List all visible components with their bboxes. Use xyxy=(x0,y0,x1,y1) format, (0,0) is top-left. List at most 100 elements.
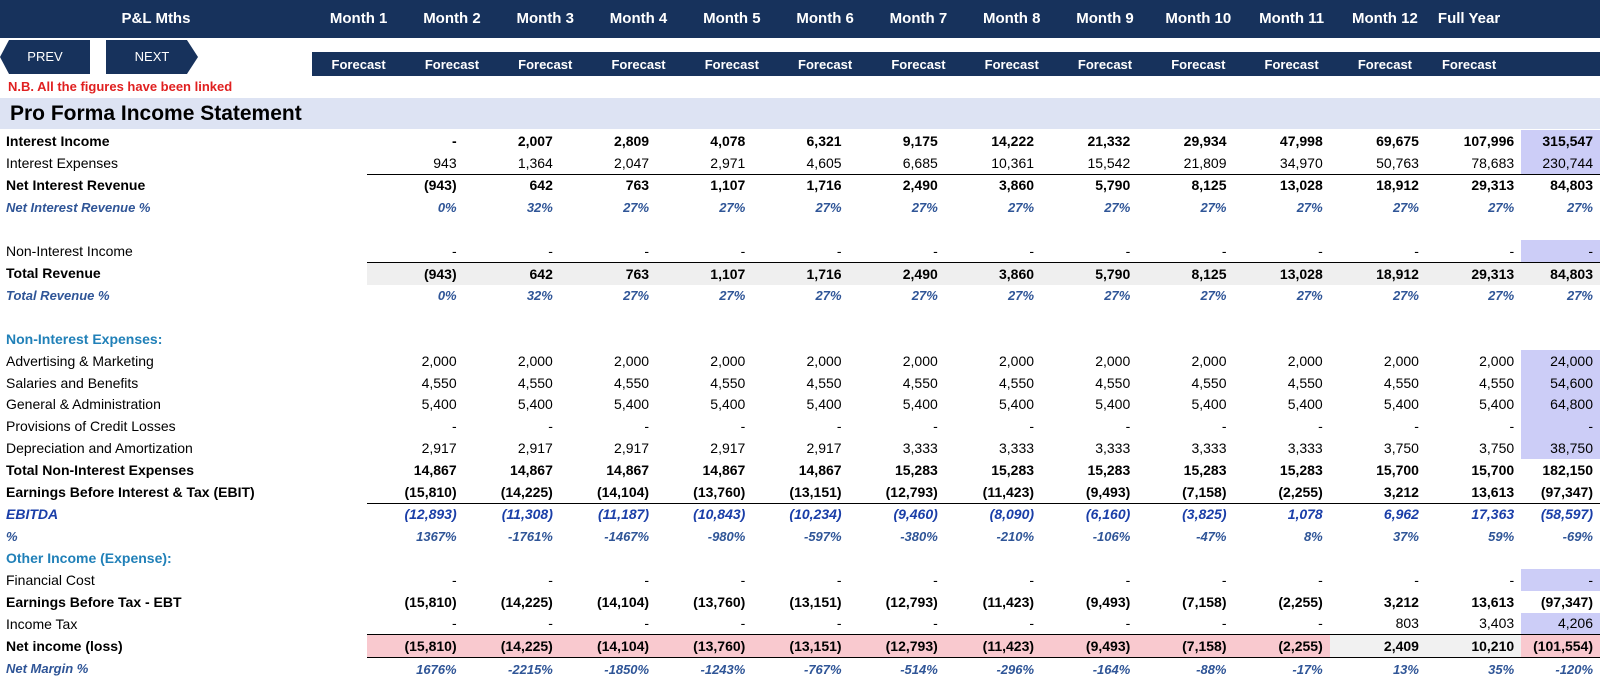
month-cell[interactable] xyxy=(464,547,560,569)
month-cell[interactable]: -380% xyxy=(900,528,938,544)
month-cell[interactable]: (13,760) xyxy=(693,593,746,610)
month-cell[interactable]: 3,750 xyxy=(1479,440,1515,457)
month-cell[interactable]: 943 xyxy=(433,154,457,171)
month-cell[interactable]: 17,363 xyxy=(1425,502,1522,526)
month-cell[interactable]: 27% xyxy=(623,199,650,215)
month-cell[interactable]: 1,716 xyxy=(752,261,849,285)
month-cell[interactable]: 13,028 xyxy=(1233,261,1330,285)
month-cell[interactable]: 15,283 xyxy=(1183,461,1227,478)
full-year-cell[interactable]: 54,600 xyxy=(1521,371,1600,394)
month-cell[interactable]: (13,151) xyxy=(789,593,842,610)
month-cell[interactable] xyxy=(367,328,463,350)
month-cell[interactable]: 50,763 xyxy=(1376,154,1419,171)
full-year-cell[interactable]: 230,744 xyxy=(1521,151,1600,175)
month-cell[interactable]: 8% xyxy=(1303,528,1323,544)
month-cell[interactable] xyxy=(1330,328,1426,350)
month-cell[interactable] xyxy=(656,218,752,240)
month-cell[interactable]: 2,917 xyxy=(806,440,842,457)
full-year-cell[interactable] xyxy=(1521,218,1600,240)
month-cell[interactable]: 27% xyxy=(1296,199,1323,215)
month-cell[interactable]: (12,893) xyxy=(367,502,464,526)
month-cell[interactable]: 4,550 xyxy=(1287,374,1323,391)
month-cell[interactable]: 78,683 xyxy=(1471,154,1515,171)
month-cell[interactable]: 2,917 xyxy=(710,440,746,457)
month-cell[interactable]: 13,613 xyxy=(1471,483,1515,500)
month-cell[interactable]: -1467% xyxy=(604,528,650,544)
full-year-cell[interactable]: 4,206 xyxy=(1521,612,1600,635)
month-cell[interactable]: (10,234) xyxy=(752,502,849,526)
month-cell[interactable]: -164% xyxy=(1092,661,1131,677)
month-cell[interactable]: - xyxy=(1318,242,1323,259)
month-cell[interactable]: 0% xyxy=(437,287,457,303)
month-cell[interactable]: 14,867 xyxy=(606,461,650,478)
month-cell[interactable]: 21,332 xyxy=(1087,132,1131,149)
month-cell[interactable]: (2,255) xyxy=(1233,634,1330,659)
full-year-cell[interactable]: (97,347) xyxy=(1540,593,1593,610)
month-cell[interactable]: 2,000 xyxy=(421,352,457,369)
month-cell[interactable]: - xyxy=(1125,242,1131,259)
month-cell[interactable]: 14,867 xyxy=(798,461,842,478)
month-cell[interactable]: - xyxy=(644,571,650,588)
month-cell[interactable]: (2,255) xyxy=(1278,483,1323,500)
full-year-cell[interactable]: 84,803 xyxy=(1521,261,1600,285)
month-cell[interactable]: - xyxy=(1318,615,1323,632)
month-cell[interactable]: -980% xyxy=(707,528,746,544)
month-cell[interactable]: 3,212 xyxy=(1383,483,1419,500)
month-cell[interactable]: 2,490 xyxy=(848,261,945,285)
month-cell[interactable] xyxy=(849,306,945,328)
month-cell[interactable]: 1367% xyxy=(416,528,457,544)
month-cell[interactable]: 763 xyxy=(559,173,657,197)
month-cell[interactable] xyxy=(1234,547,1330,569)
month-cell[interactable]: 27% xyxy=(1392,287,1419,303)
next-button[interactable]: NEXT xyxy=(106,40,198,74)
month-cell[interactable]: 29,934 xyxy=(1183,132,1227,149)
month-cell[interactable]: (15,810) xyxy=(404,593,457,610)
month-cell[interactable]: 4,605 xyxy=(806,154,842,171)
month-cell[interactable]: 27% xyxy=(911,199,938,215)
month-cell[interactable]: - xyxy=(548,242,553,259)
month-cell[interactable]: 803 xyxy=(1395,615,1419,632)
month-cell[interactable]: 27% xyxy=(1392,199,1419,215)
month-cell[interactable]: - xyxy=(451,132,457,149)
month-cell[interactable]: 2,409 xyxy=(1329,634,1426,659)
month-cell[interactable]: 3,860 xyxy=(944,173,1042,197)
month-cell[interactable] xyxy=(752,218,848,240)
month-cell[interactable]: 9,175 xyxy=(902,132,938,149)
full-year-cell[interactable]: (58,597) xyxy=(1521,502,1600,526)
month-cell[interactable]: - xyxy=(1125,418,1131,435)
month-cell[interactable]: 2,917 xyxy=(517,440,553,457)
month-cell[interactable]: (9,493) xyxy=(1085,593,1131,610)
month-cell[interactable]: 107,996 xyxy=(1463,132,1515,149)
month-cell[interactable]: 3,333 xyxy=(1287,440,1323,457)
month-cell[interactable]: - xyxy=(1509,418,1515,435)
month-cell[interactable]: 1,716 xyxy=(752,173,849,197)
full-year-cell[interactable]: 84,803 xyxy=(1521,173,1600,197)
month-cell[interactable]: (14,225) xyxy=(500,483,553,500)
month-cell[interactable]: - xyxy=(740,615,746,632)
month-cell[interactable]: (3,825) xyxy=(1137,502,1234,526)
month-cell[interactable]: 32% xyxy=(526,287,553,303)
month-cell[interactable]: 3,333 xyxy=(998,440,1035,457)
month-cell[interactable]: 27% xyxy=(815,287,842,303)
month-cell[interactable] xyxy=(1426,328,1521,350)
month-cell[interactable]: 13,028 xyxy=(1233,173,1330,197)
month-cell[interactable]: 27% xyxy=(719,287,746,303)
month-cell[interactable]: - xyxy=(1221,418,1227,435)
month-cell[interactable]: 27% xyxy=(911,287,938,303)
full-year-cell[interactable]: 315,547 xyxy=(1521,130,1600,152)
month-cell[interactable]: -88% xyxy=(1196,661,1227,677)
month-cell[interactable]: 5,400 xyxy=(517,396,553,413)
full-year-cell[interactable]: 38,750 xyxy=(1521,437,1600,459)
month-cell[interactable]: - xyxy=(1414,418,1419,435)
month-cell[interactable]: 10,210 xyxy=(1425,634,1522,659)
month-cell[interactable] xyxy=(1137,547,1233,569)
month-cell[interactable]: 5,400 xyxy=(614,396,650,413)
month-cell[interactable]: 3,333 xyxy=(1191,440,1227,457)
month-cell[interactable]: - xyxy=(1221,615,1227,632)
month-cell[interactable]: (14,225) xyxy=(463,634,560,659)
month-cell[interactable]: 37% xyxy=(1392,528,1419,544)
full-year-cell[interactable]: 27% xyxy=(1566,287,1593,303)
month-cell[interactable]: 5,400 xyxy=(421,396,457,413)
month-cell[interactable] xyxy=(367,547,463,569)
month-cell[interactable]: 2,007 xyxy=(517,132,553,149)
